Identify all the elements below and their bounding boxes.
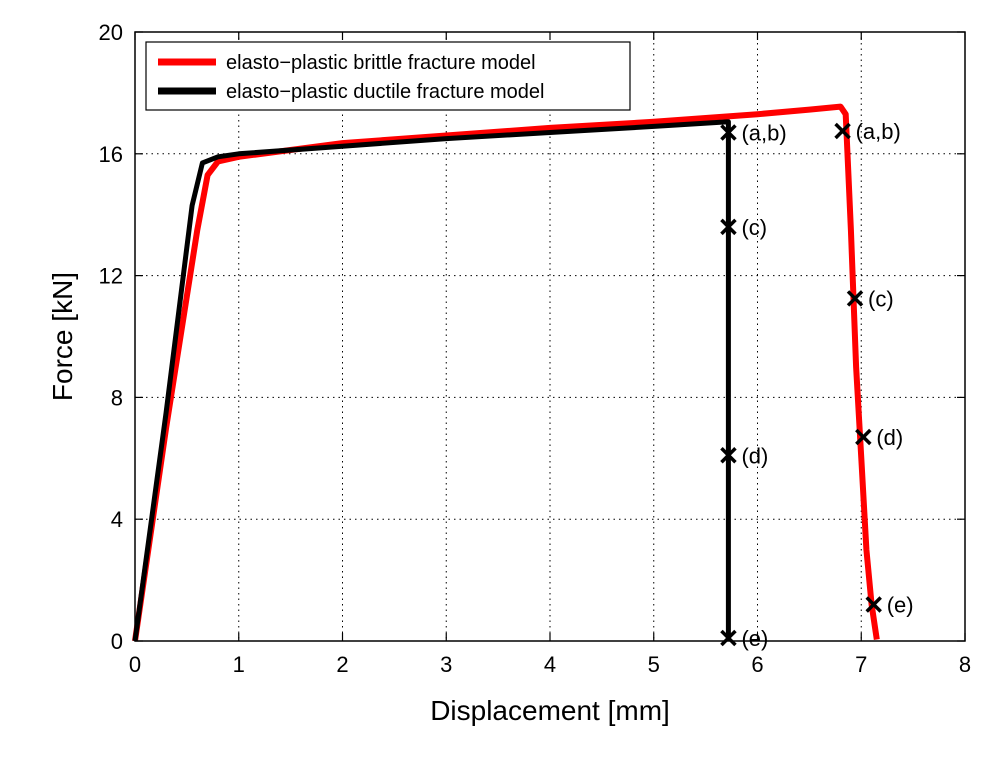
y-tick-label: 8 [111,385,123,410]
legend-entry-brittle: elasto−plastic brittle fracture model [226,52,536,74]
legend-entry-ductile: elasto−plastic ductile fracture model [226,81,545,103]
x-tick-label: 5 [648,652,660,677]
grid-lines [135,32,965,641]
x-marker [846,290,864,307]
x-tick-label: 7 [855,652,867,677]
x-marker [855,428,872,446]
y-tick-label: 12 [99,264,123,289]
x-marker [720,629,737,647]
x-marker [720,218,737,236]
plot-series [132,103,880,642]
x-tick-label: 1 [233,652,245,677]
y-tick-label: 0 [111,629,123,654]
plot-markers: (a,b) (c) (d) (e) (a,b) (c) (d) (e) [720,119,914,651]
x-axis-label: Displacement [mm] [430,695,670,726]
x-tick-label: 3 [440,652,452,677]
marker-label: (d) [741,443,768,468]
series-line-1 [132,119,731,642]
marker-label: (d) [876,425,903,450]
marker-label: (a,b) [856,119,901,144]
x-marker [720,447,737,464]
x-tick-label: 0 [129,652,141,677]
x-tick-label: 4 [544,652,556,677]
x-tick-label: 6 [751,652,763,677]
x-tick-label: 2 [336,652,348,677]
marker-label: (e) [887,592,914,617]
marker-label: (a,b) [741,120,786,145]
y-axis-label: Force [kN] [47,272,78,401]
x-tick-label: 8 [959,652,971,677]
marker-label: (c) [868,286,894,311]
axis-ticks [134,31,966,642]
marker-label: (c) [741,215,767,240]
y-tick-label: 16 [99,142,123,167]
x-marker [865,596,882,613]
legend: elasto−plastic brittle fracture model el… [145,41,631,111]
series-line-0 [132,103,880,642]
y-tick-label: 20 [99,20,123,45]
legend-box [145,41,631,111]
y-tick-label: 4 [111,507,123,532]
x-marker [720,124,737,141]
x-marker [834,122,851,140]
marker-label: (e) [741,626,768,651]
